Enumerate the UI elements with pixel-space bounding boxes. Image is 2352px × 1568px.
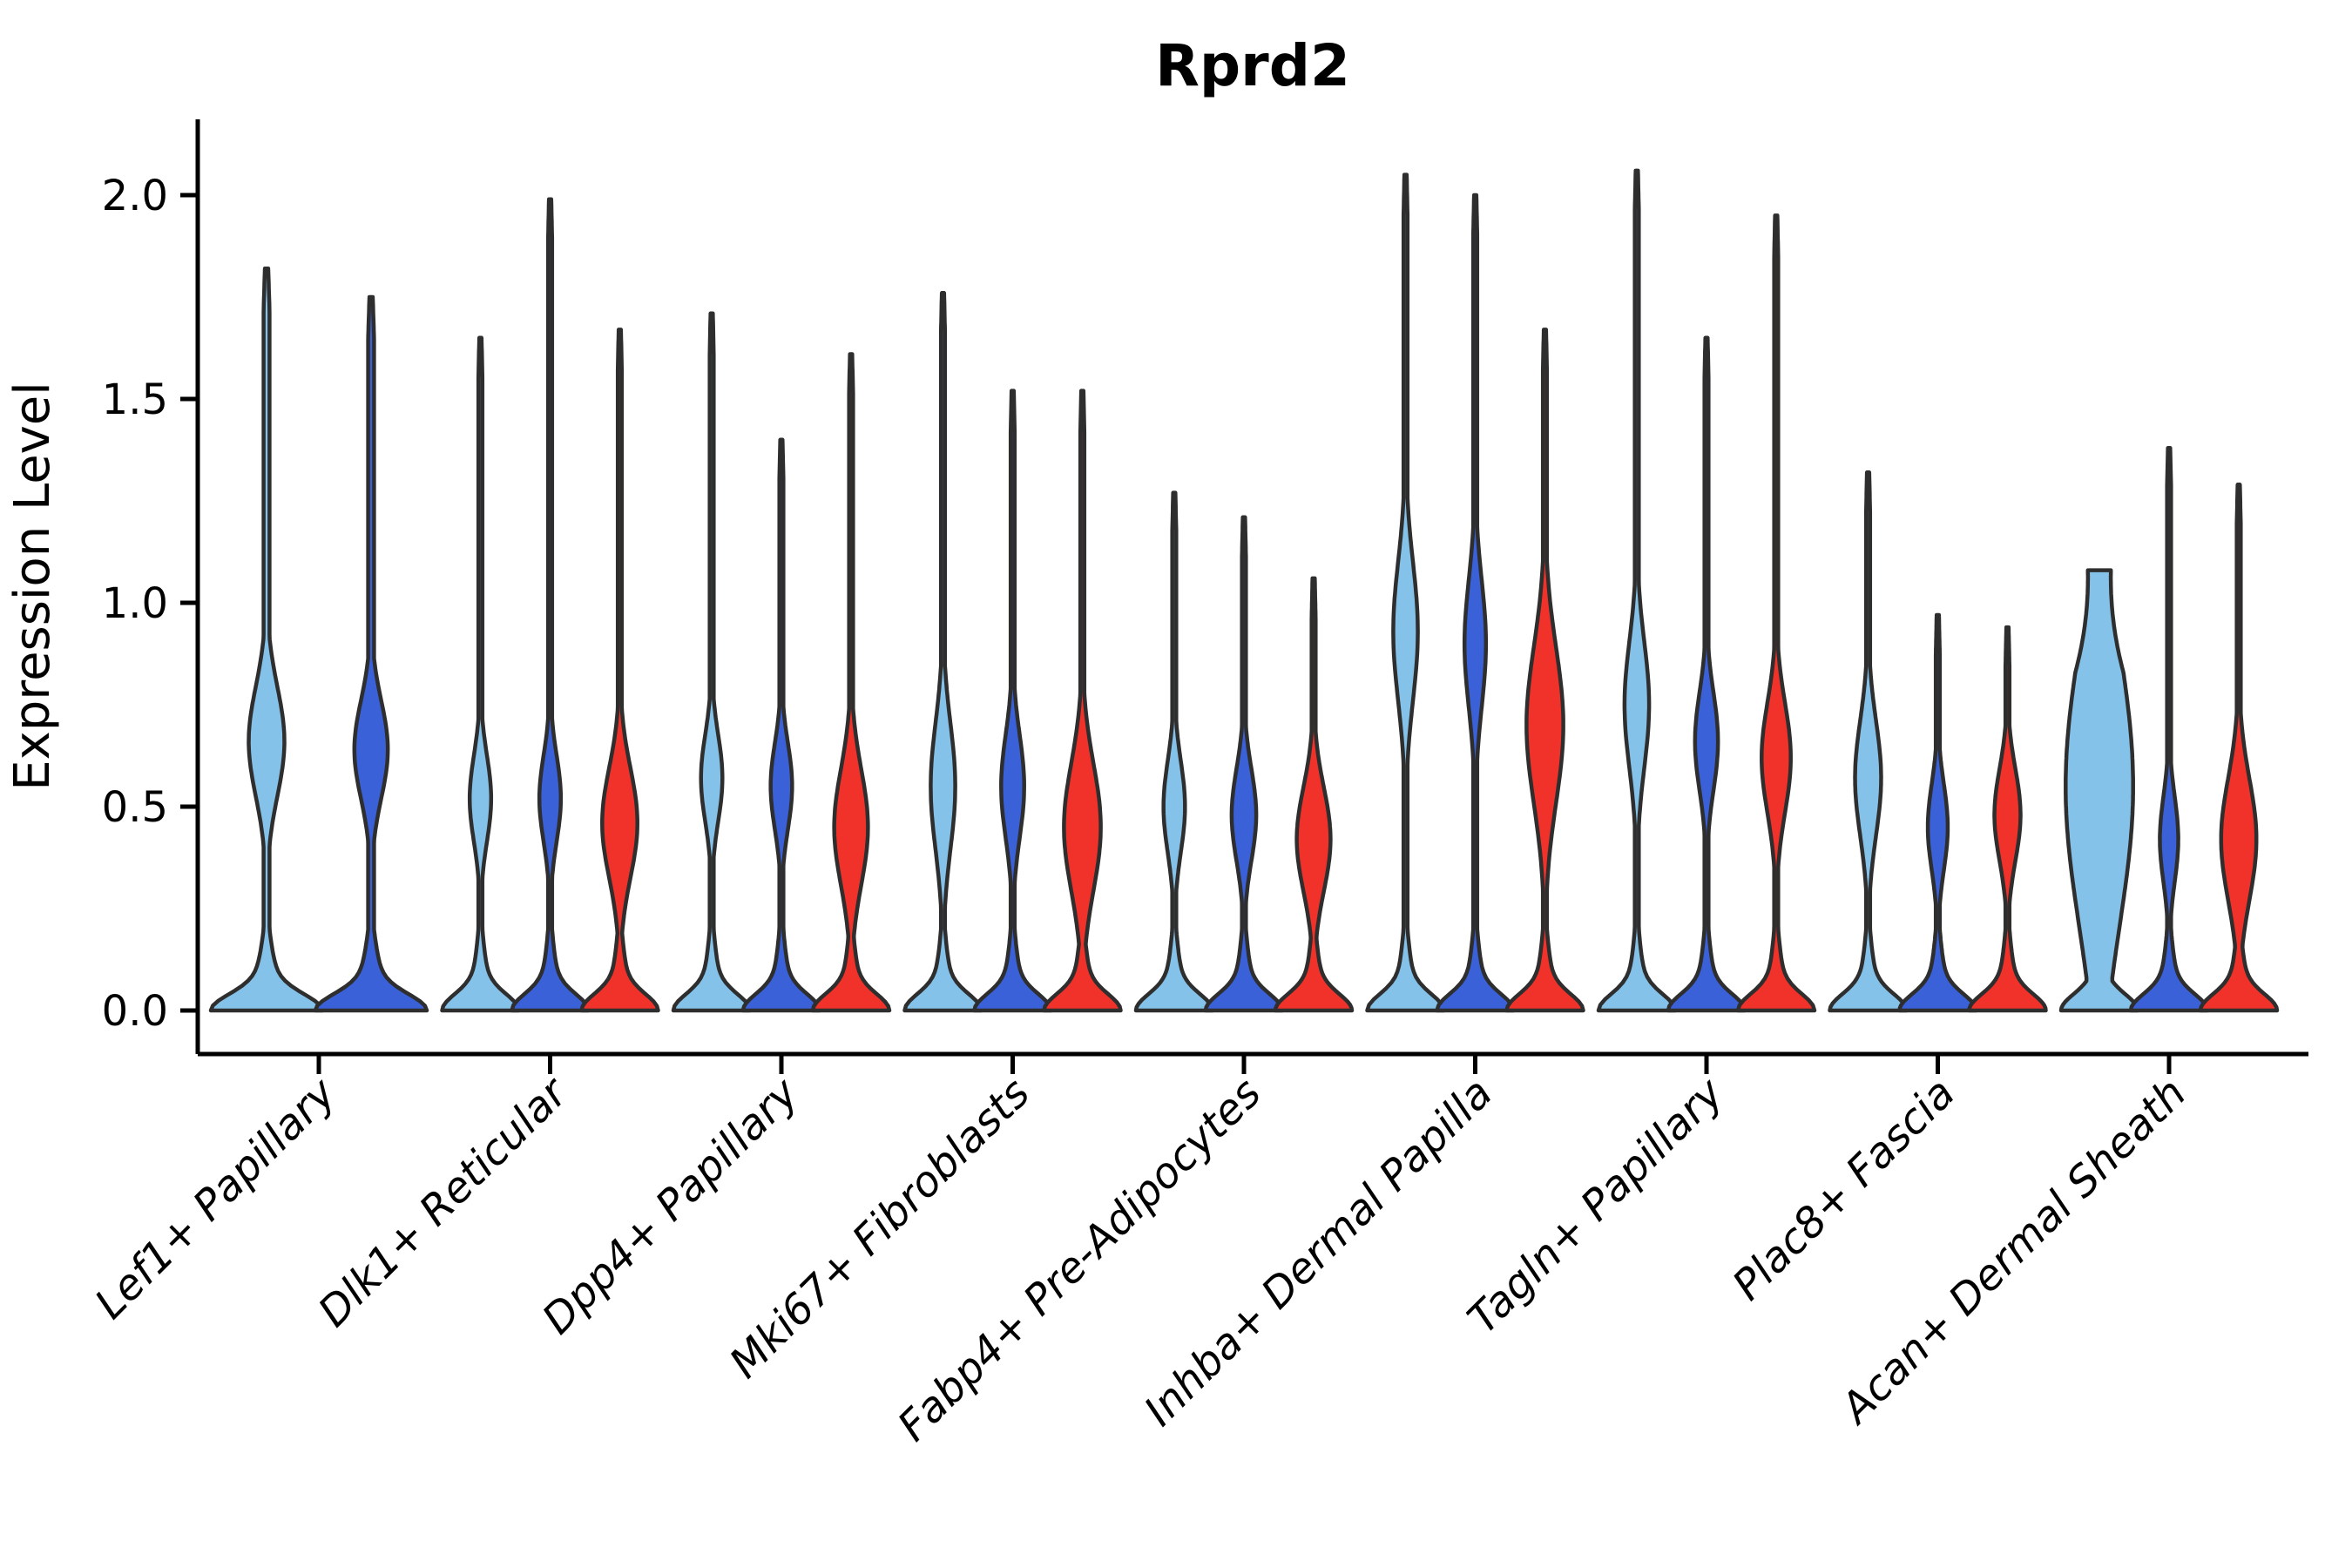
x-tick-label: Lef1+ Papillary (85, 1068, 346, 1328)
violin-royal_blue (1666, 335, 1747, 1013)
violin-red (810, 352, 892, 1013)
violin-light_blue (208, 266, 325, 1013)
x-tick-label: Dpp4+ Papillary (533, 1068, 808, 1343)
violin-red (2198, 483, 2280, 1013)
violin-light_blue (1828, 470, 1909, 1013)
y-tick-label: 0.0 (102, 987, 168, 1036)
y-tick-label: 1.0 (102, 579, 168, 628)
violin-light_blue (440, 335, 521, 1013)
violin-red (1042, 389, 1123, 1013)
chart-title: Rprd2 (1155, 32, 1350, 99)
violin-royal_blue (972, 389, 1053, 1013)
y-tick-label: 1.5 (102, 375, 168, 424)
violin-royal_blue (2128, 445, 2210, 1013)
violin-royal_blue (1435, 193, 1516, 1013)
violin-royal_blue (740, 437, 822, 1013)
y-axis-label: Expression Level (4, 382, 61, 791)
violin-royal_blue (313, 294, 429, 1013)
violin-red (1967, 625, 2048, 1013)
x-tick-label: Fabp4+ Pre-Adipocytes (889, 1069, 1271, 1451)
violin-light_blue (1133, 490, 1215, 1013)
violin-royal_blue (1897, 612, 1978, 1013)
violin-red (1735, 213, 1817, 1013)
violin-red (1273, 576, 1355, 1013)
y-tick-label: 2.0 (102, 172, 168, 220)
x-tick-label: Plac8+ Fascia (1723, 1069, 1964, 1310)
y-tick-label: 0.5 (102, 783, 168, 832)
x-tick-label: Tagln+ Papillary (1458, 1068, 1734, 1343)
violin-light_blue (1365, 172, 1446, 1013)
violin-red (579, 328, 660, 1013)
x-tick-label: Dlk1+ Reticular (309, 1067, 579, 1337)
violin-light_blue (1596, 168, 1678, 1013)
violin-light_blue (902, 291, 983, 1013)
violin-royal_blue (1203, 515, 1285, 1013)
violin-light_blue (2058, 568, 2140, 1013)
violins-layer (208, 168, 2280, 1013)
violin-royal_blue (510, 197, 591, 1013)
violin-red (1504, 328, 1585, 1013)
violin-light_blue (671, 311, 753, 1013)
